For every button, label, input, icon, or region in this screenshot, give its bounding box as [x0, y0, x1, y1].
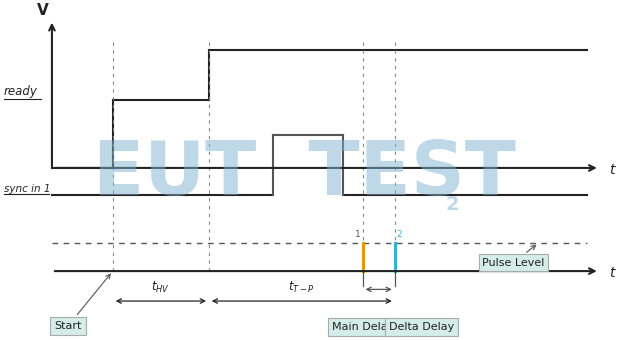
Text: EUT  TEST: EUT TEST	[94, 138, 516, 211]
Text: $t_{HV}$: $t_{HV}$	[152, 280, 170, 295]
Text: Delta Delay: Delta Delay	[389, 322, 454, 332]
Text: Main Delay: Main Delay	[331, 322, 394, 332]
Text: sync in 1: sync in 1	[4, 184, 51, 193]
Text: t: t	[609, 266, 615, 280]
Text: Pulse Level: Pulse Level	[482, 245, 544, 268]
Text: 2: 2	[397, 230, 403, 239]
Text: 2: 2	[446, 194, 460, 214]
Text: t: t	[609, 163, 615, 176]
Text: 1: 1	[355, 230, 361, 239]
Text: ready: ready	[4, 85, 38, 98]
Text: $t_{T-P}$: $t_{T-P}$	[288, 280, 315, 295]
Text: V: V	[37, 3, 48, 18]
Text: Start: Start	[55, 274, 110, 331]
